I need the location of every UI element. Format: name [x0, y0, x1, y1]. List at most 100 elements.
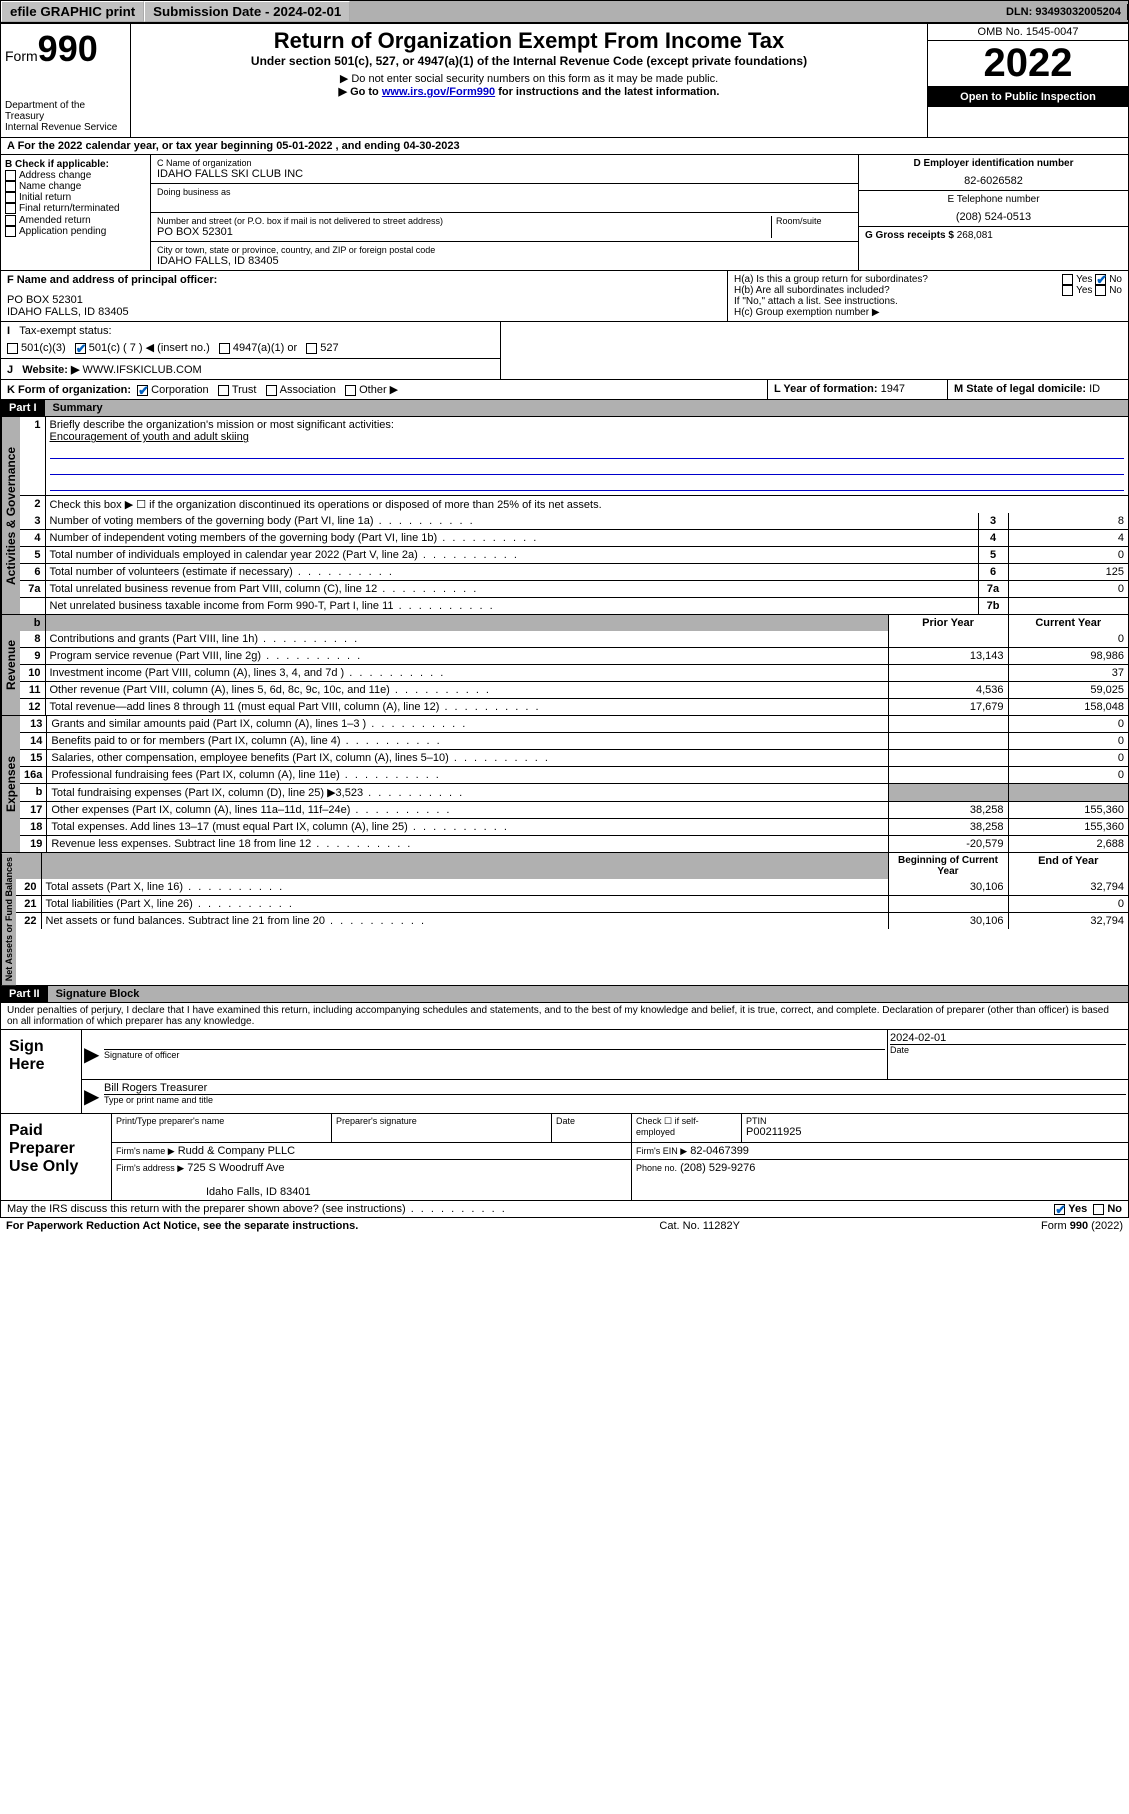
q2-text: Check this box ▶ ☐ if the organization d… — [45, 496, 1128, 514]
top-toolbar: efile GRAPHIC print Submission Date - 20… — [0, 0, 1129, 23]
discuss-yes-checkbox[interactable] — [1054, 1204, 1065, 1215]
website-label: Website: ▶ — [22, 364, 79, 376]
form-title: Return of Organization Exempt From Incom… — [135, 28, 923, 54]
phone-label: E Telephone number — [865, 194, 1122, 205]
4947-checkbox[interactable] — [219, 343, 230, 354]
table-row: 11Other revenue (Part VIII, column (A), … — [20, 682, 1128, 699]
hb-yes-checkbox[interactable] — [1062, 285, 1073, 296]
type-name-label: Type or print name and title — [104, 1095, 1126, 1105]
501c3-checkbox[interactable] — [7, 343, 18, 354]
domicile-label: M State of legal domicile: — [954, 383, 1086, 395]
officer-addr2: IDAHO FALLS, ID 83405 — [7, 306, 721, 318]
form-990-label: Form990 — [5, 28, 126, 70]
revenue-section: Revenue b Prior Year Current Year 8Contr… — [0, 615, 1129, 716]
addr-label: Number and street (or P.O. box if mail i… — [157, 216, 767, 226]
website-value: WWW.IFSKICLUB.COM — [83, 364, 202, 376]
checkbox-address-change: Address change — [5, 170, 146, 181]
perjury-statement: Under penalties of perjury, I declare th… — [0, 1003, 1129, 1030]
checkbox-initial-return: Initial return — [5, 192, 146, 203]
assoc-checkbox[interactable] — [266, 385, 277, 396]
prior-year-header: Prior Year — [888, 615, 1008, 631]
table-row: 3Number of voting members of the governi… — [20, 513, 1128, 530]
form-subtitle: Under section 501(c), 527, or 4947(a)(1)… — [135, 54, 923, 68]
hb-no-checkbox[interactable] — [1095, 285, 1106, 296]
gross-receipts-label: G Gross receipts $ — [865, 230, 954, 241]
city-state-zip: IDAHO FALLS, ID 83405 — [157, 255, 852, 267]
table-row: Net unrelated business taxable income fr… — [20, 598, 1128, 615]
table-row: 7aTotal unrelated business revenue from … — [20, 581, 1128, 598]
q1-answer: Encouragement of youth and adult skiing — [50, 431, 249, 443]
gross-receipts-value: 268,081 — [957, 230, 993, 241]
dln-text: DLN: 93493032005204 — [1000, 4, 1128, 20]
checkbox-name-change: Name change — [5, 181, 146, 192]
527-checkbox[interactable] — [306, 343, 317, 354]
dept-treasury: Department of the Treasury — [5, 100, 126, 122]
irs-link[interactable]: www.irs.gov/Form990 — [382, 86, 495, 98]
trust-checkbox[interactable] — [218, 385, 229, 396]
efile-print-button[interactable]: efile GRAPHIC print — [1, 1, 144, 22]
note-link: ▶ Go to www.irs.gov/Form990 for instruct… — [135, 85, 923, 98]
submission-date-button[interactable]: Submission Date - 2024-02-01 — [144, 1, 350, 22]
ha-yes-checkbox[interactable] — [1062, 274, 1073, 285]
section-b: B Check if applicable: Address changeNam… — [1, 155, 151, 270]
page-footer: For Paperwork Reduction Act Notice, see … — [0, 1218, 1129, 1234]
dba-label: Doing business as — [157, 187, 852, 197]
checkbox-final-return-terminated: Final return/terminated — [5, 203, 146, 214]
sections-k-l-m: K Form of organization: Corporation Trus… — [0, 380, 1129, 400]
ein-label: D Employer identification number — [865, 158, 1122, 169]
sections-i-j: I Tax-exempt status: 501(c)(3) 501(c) ( … — [0, 322, 1129, 380]
sign-here-label: Sign Here — [1, 1030, 81, 1113]
section-a: A For the 2022 calendar year, or tax yea… — [0, 138, 1129, 155]
end-year-header: End of Year — [1008, 853, 1128, 879]
section-f-label: F Name and address of principal officer: — [7, 274, 217, 286]
table-row: 22Net assets or fund balances. Subtract … — [16, 913, 1128, 930]
part1-header-row: Part I Summary — [0, 400, 1129, 417]
corp-checkbox[interactable] — [137, 385, 148, 396]
part2-header-row: Part II Signature Block — [0, 986, 1129, 1003]
table-row: 19Revenue less expenses. Subtract line 1… — [20, 836, 1128, 853]
table-row: 15Salaries, other compensation, employee… — [20, 750, 1128, 767]
table-row: 13Grants and similar amounts paid (Part … — [20, 716, 1128, 733]
checkbox-amended-return: Amended return — [5, 215, 146, 226]
vert-exp: Expenses — [1, 716, 20, 852]
paid-preparer-block: Paid Preparer Use Only Print/Type prepar… — [0, 1114, 1129, 1201]
year-formation-label: L Year of formation: — [774, 383, 878, 395]
table-row: 20Total assets (Part X, line 16)30,10632… — [16, 879, 1128, 896]
hb-label: H(b) Are all subordinates included? — [734, 285, 890, 296]
room-label: Room/suite — [776, 216, 852, 226]
sig-date: 2024-02-01 — [890, 1032, 1126, 1044]
signature-block: Sign Here ▶ Signature of officer 2024-02… — [0, 1030, 1129, 1114]
paid-preparer-label: Paid Preparer Use Only — [1, 1114, 111, 1200]
sections-d-e-g: D Employer identification number 82-6026… — [858, 155, 1128, 270]
open-public-badge: Open to Public Inspection — [928, 87, 1128, 107]
tax-year: 2022 — [928, 41, 1128, 87]
officer-name: Bill Rogers Treasurer — [104, 1082, 1126, 1095]
table-row: 16aProfessional fundraising fees (Part I… — [20, 767, 1128, 784]
table-row: 5Total number of individuals employed in… — [20, 547, 1128, 564]
ein-value: 82-6026582 — [865, 175, 1122, 187]
other-checkbox[interactable] — [345, 385, 356, 396]
vert-rev: Revenue — [1, 615, 20, 715]
org-name: IDAHO FALLS SKI CLUB INC — [157, 168, 852, 180]
sections-f-h: F Name and address of principal officer:… — [0, 271, 1129, 322]
ha-no-checkbox[interactable] — [1095, 274, 1106, 285]
table-row: 6Total number of volunteers (estimate if… — [20, 564, 1128, 581]
table-row: 4Number of independent voting members of… — [20, 530, 1128, 547]
omb-number: OMB No. 1545-0047 — [928, 24, 1128, 41]
form-header: Form990 Department of the Treasury Inter… — [0, 23, 1129, 138]
street-address: PO BOX 52301 — [157, 226, 767, 238]
501c-checkbox[interactable] — [75, 343, 86, 354]
table-row: 21Total liabilities (Part X, line 26)0 — [16, 896, 1128, 913]
part2-badge: Part II — [1, 986, 48, 1002]
discuss-no-checkbox[interactable] — [1093, 1204, 1104, 1215]
part1-title: Summary — [45, 400, 1128, 416]
hc-label: H(c) Group exemption number ▶ — [734, 307, 1122, 318]
table-row: 10Investment income (Part VIII, column (… — [20, 665, 1128, 682]
sections-b-through-g: B Check if applicable: Address changeNam… — [0, 155, 1129, 271]
form-org-label: K Form of organization: — [7, 384, 131, 396]
table-row: bTotal fundraising expenses (Part IX, co… — [20, 784, 1128, 802]
table-row: 12Total revenue—add lines 8 through 11 (… — [20, 699, 1128, 716]
note-ssn: ▶ Do not enter social security numbers o… — [135, 72, 923, 85]
date-label: Date — [890, 1045, 1126, 1055]
part2-title: Signature Block — [48, 986, 1128, 1002]
